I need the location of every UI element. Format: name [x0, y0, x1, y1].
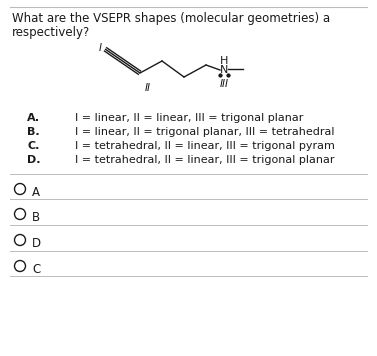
- Text: C.: C.: [27, 141, 39, 151]
- Text: D.: D.: [27, 155, 40, 165]
- Text: I = tetrahedral, II = linear, III = trigonal pyram: I = tetrahedral, II = linear, III = trig…: [75, 141, 335, 151]
- Text: B: B: [32, 211, 40, 224]
- Text: III: III: [219, 79, 228, 89]
- Text: II: II: [145, 83, 151, 93]
- Text: B.: B.: [27, 127, 40, 137]
- Text: H: H: [220, 56, 228, 66]
- Text: N: N: [220, 65, 228, 75]
- Text: A: A: [32, 186, 40, 199]
- Text: I: I: [98, 43, 101, 53]
- Text: A.: A.: [27, 113, 40, 123]
- Text: I = tetrahedral, II = linear, III = trigonal planar: I = tetrahedral, II = linear, III = trig…: [75, 155, 334, 165]
- Text: What are the VSEPR shapes (molecular geometries) a: What are the VSEPR shapes (molecular geo…: [12, 12, 330, 25]
- Text: C: C: [32, 263, 40, 276]
- Text: D: D: [32, 237, 41, 250]
- Text: respectively?: respectively?: [12, 26, 90, 39]
- Text: I = linear, II = linear, III = trigonal planar: I = linear, II = linear, III = trigonal …: [75, 113, 303, 123]
- Text: I = linear, II = trigonal planar, III = tetrahedral: I = linear, II = trigonal planar, III = …: [75, 127, 334, 137]
